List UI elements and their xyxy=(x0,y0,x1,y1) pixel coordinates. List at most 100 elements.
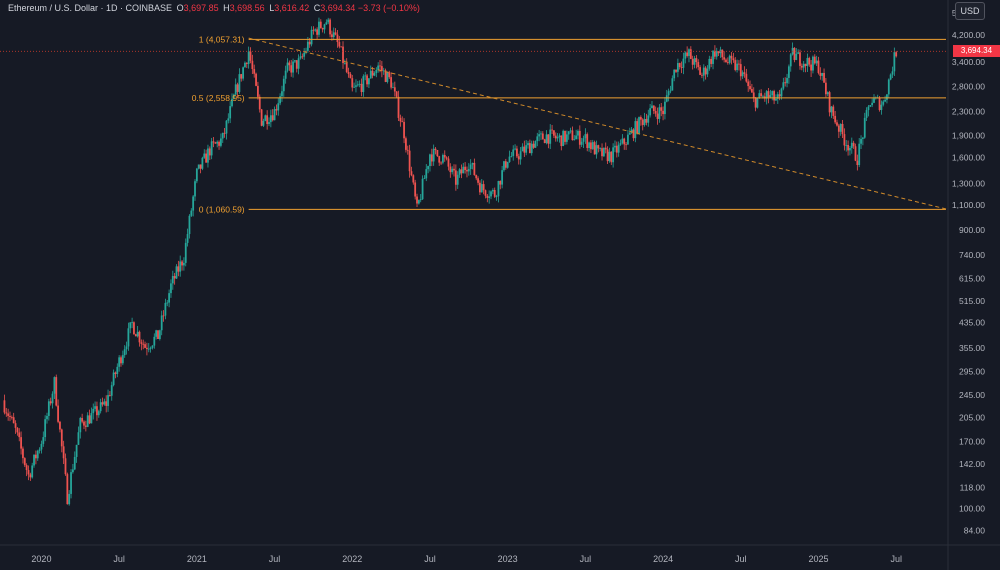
candle-down xyxy=(723,57,726,60)
candle-down xyxy=(804,63,807,67)
candle-up xyxy=(234,84,237,95)
candle-up xyxy=(281,91,283,97)
candle-up xyxy=(221,132,224,139)
candle-down xyxy=(101,402,104,405)
candle-up xyxy=(158,330,161,339)
candle-up xyxy=(869,105,872,107)
candle-up xyxy=(614,145,616,148)
candle-down xyxy=(3,400,6,413)
candle-down xyxy=(347,71,350,75)
candle-up xyxy=(358,83,361,85)
candle-up xyxy=(676,63,679,72)
candle-down xyxy=(747,81,750,87)
candle-down xyxy=(636,121,639,134)
candle-down xyxy=(593,142,596,155)
candle-down xyxy=(29,474,32,478)
candle-up xyxy=(512,149,515,156)
candle-up xyxy=(201,157,204,169)
candle-up xyxy=(861,137,864,139)
candle-down xyxy=(295,60,298,69)
candle-up xyxy=(425,169,428,179)
candle-down xyxy=(551,129,553,131)
candle-up xyxy=(118,357,121,367)
candle-up xyxy=(815,60,818,64)
candle-up xyxy=(432,148,435,162)
candle-up xyxy=(216,141,219,144)
candle-up xyxy=(131,322,133,324)
candle-up xyxy=(456,174,459,185)
time-axis: 2020 Jul 2021 Jul 2022 Jul 2023 Jul 2024 Jul 2025 J… xyxy=(0,544,1000,564)
candle-down xyxy=(351,78,354,88)
candle-up xyxy=(762,96,764,98)
candle-down xyxy=(730,55,733,59)
candle-down xyxy=(699,67,701,75)
candle-up xyxy=(79,418,82,433)
candle-up xyxy=(510,155,513,157)
candle-down xyxy=(205,153,208,163)
candle-down xyxy=(745,73,748,82)
candle-down xyxy=(560,135,563,147)
candle-up xyxy=(573,139,576,141)
candle-up xyxy=(153,336,156,346)
candle-up xyxy=(534,140,537,148)
candle-up xyxy=(421,178,424,200)
candle-down xyxy=(25,465,28,471)
candle-down xyxy=(837,125,840,132)
candle-up xyxy=(273,109,276,121)
candle-down xyxy=(334,32,337,35)
candle-down xyxy=(662,110,664,115)
candle-down xyxy=(449,166,452,173)
candle-up xyxy=(821,72,824,76)
candle-up xyxy=(549,129,552,144)
candle-down xyxy=(49,401,52,404)
candle-down xyxy=(316,29,319,35)
candle-up xyxy=(207,148,209,163)
candle-down xyxy=(338,42,341,47)
candle-up xyxy=(812,56,814,71)
candle-up xyxy=(171,275,174,284)
candle-up xyxy=(368,78,370,85)
candle-up xyxy=(860,138,862,144)
time-tick-label: 2024 xyxy=(653,554,673,564)
candle-up xyxy=(806,57,809,67)
candle-down xyxy=(436,150,439,157)
candle-up xyxy=(314,29,317,31)
candle-down xyxy=(181,261,183,266)
candle-up xyxy=(364,75,367,77)
candle-up xyxy=(787,66,790,78)
candle-down xyxy=(482,184,485,191)
candle-up xyxy=(782,82,785,89)
candle-up xyxy=(769,95,772,98)
candle-down xyxy=(218,141,220,146)
candle-up xyxy=(617,144,620,153)
time-tick-label: Jul xyxy=(890,554,902,564)
candle-up xyxy=(116,366,119,374)
candle-up xyxy=(490,191,492,197)
currency-button[interactable]: USD xyxy=(955,2,985,20)
trend-line xyxy=(248,37,949,210)
candle-down xyxy=(312,29,315,31)
candle-up xyxy=(664,101,666,115)
candle-up xyxy=(186,234,189,243)
candle-up xyxy=(638,117,640,134)
candle-down xyxy=(447,158,450,167)
candle-down xyxy=(477,178,479,183)
candle-up xyxy=(40,443,43,450)
candle-down xyxy=(410,171,413,176)
price-tick-label: 900.00 xyxy=(959,225,985,235)
candle-up xyxy=(99,402,102,412)
candle-down xyxy=(34,454,37,459)
candle-up xyxy=(527,143,529,146)
candle-up xyxy=(110,385,113,396)
fib-level-label: 1 (4,057.31) xyxy=(199,34,245,44)
candle-up xyxy=(427,166,430,170)
candle-down xyxy=(64,458,67,475)
candle-up xyxy=(423,178,426,180)
candle-up xyxy=(229,106,232,119)
price-tick-label: 740.00 xyxy=(959,250,985,260)
candle-down xyxy=(258,96,261,110)
candle-up xyxy=(627,134,629,145)
time-tick-label: 2025 xyxy=(808,554,828,564)
candle-up xyxy=(530,143,533,154)
